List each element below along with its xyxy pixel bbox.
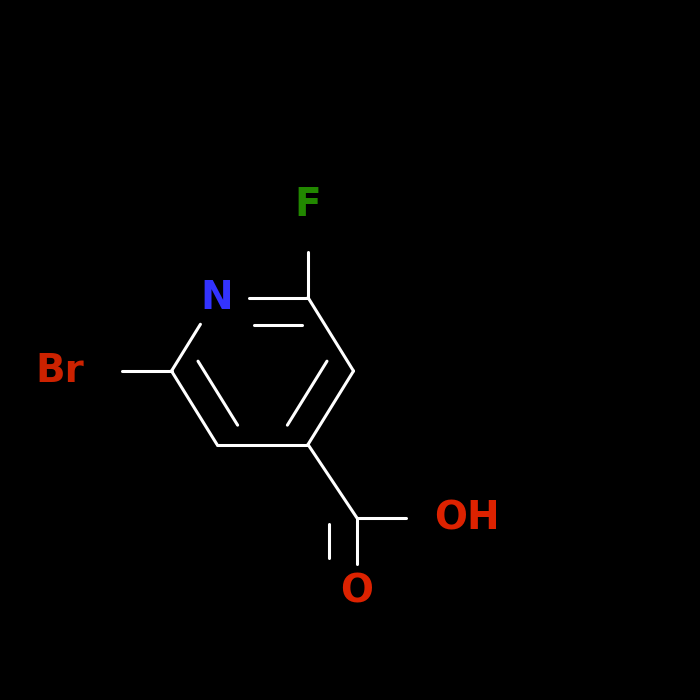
Text: Br: Br [35,352,84,390]
Text: O: O [340,573,374,610]
Text: OH: OH [434,499,500,537]
Text: F: F [295,186,321,224]
Text: N: N [201,279,233,316]
